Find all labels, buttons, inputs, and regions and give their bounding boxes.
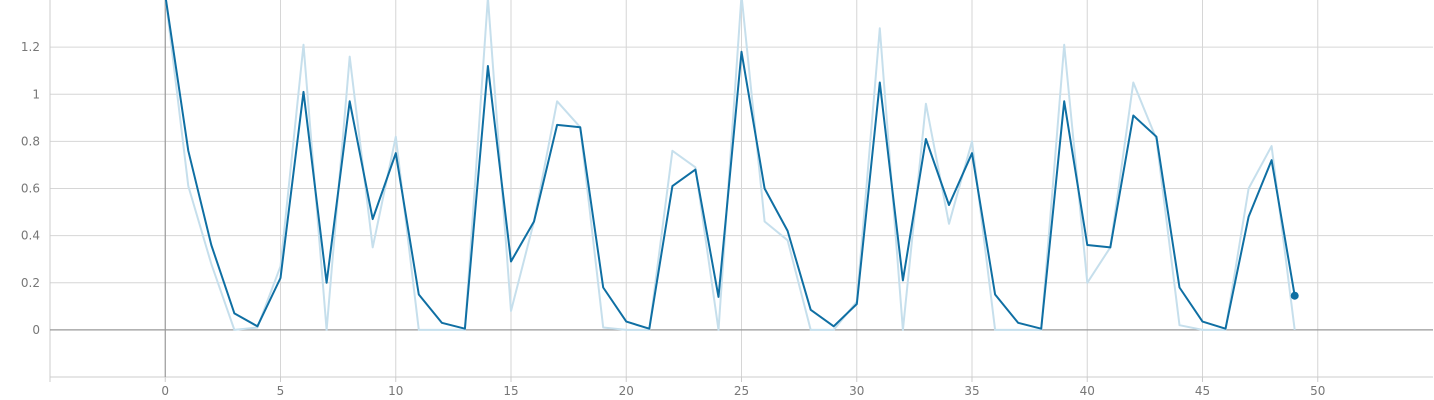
tick-labels: 0 5 10 15 20 25 30 35 40 45 50 0 0.2 0.4 0.6 0.8 1 1.2 — [21, 40, 1325, 398]
x-tick-label: 25 — [734, 384, 749, 398]
y-tick-label: 1 — [32, 87, 40, 101]
x-tick-label: 15 — [503, 384, 518, 398]
x-tick-label: 40 — [1080, 384, 1095, 398]
y-tick-label: 1.2 — [21, 40, 40, 54]
series-layer — [164, 0, 1299, 331]
y-tick-label: 0.4 — [21, 229, 40, 243]
x-tick-label: 20 — [619, 384, 634, 398]
last-point-marker — [1290, 291, 1299, 300]
y-tick-label: 0.8 — [21, 134, 40, 148]
x-tick-label: 30 — [849, 384, 864, 398]
x-tick-label: 35 — [964, 384, 979, 398]
x-tick-label: 0 — [161, 384, 169, 398]
y-tick-label: 0 — [32, 323, 40, 337]
y-tick-label: 0.2 — [21, 276, 40, 290]
gridlines — [50, 0, 1433, 377]
smoothed-series-line — [164, 0, 1296, 330]
y-tick-label: 0.6 — [21, 182, 40, 196]
x-tick-label: 10 — [388, 384, 403, 398]
x-tick-label: 45 — [1195, 384, 1210, 398]
raw-series-line — [164, 0, 1296, 331]
x-tick-label: 5 — [277, 384, 285, 398]
x-tick-label: 50 — [1310, 384, 1325, 398]
